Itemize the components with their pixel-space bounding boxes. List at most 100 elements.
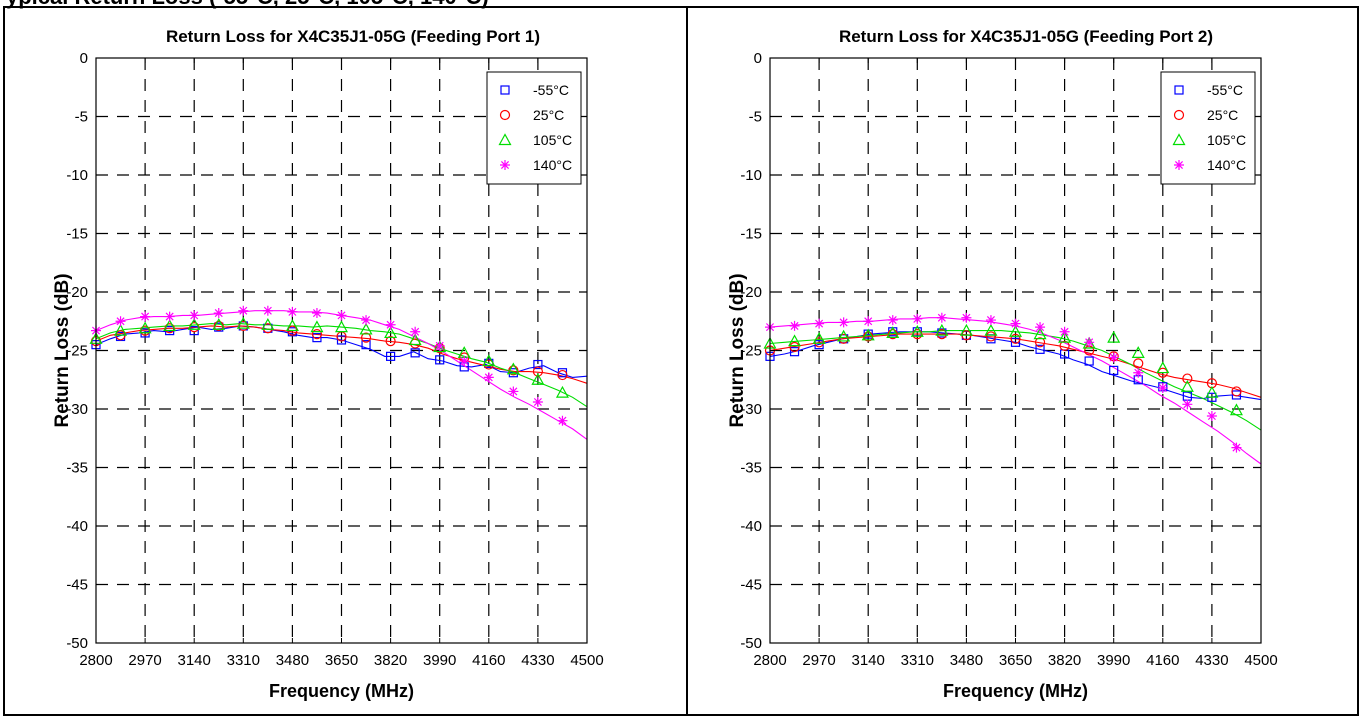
data-point (555, 385, 569, 398)
y-tick-label: -40 (740, 518, 762, 535)
legend-entry: 140°C (1207, 157, 1246, 173)
data-point (1059, 326, 1070, 337)
y-axis-label: Return Loss (dB) (727, 273, 748, 427)
data-point (1010, 337, 1021, 347)
data-point (236, 316, 250, 329)
data-point (1035, 344, 1045, 354)
data-point (863, 331, 874, 342)
data-point (959, 323, 973, 336)
x-tick-label: 4160 (472, 652, 505, 669)
y-tick-label: -25 (66, 343, 88, 360)
data-point (410, 348, 420, 358)
data-point (1082, 336, 1096, 349)
legend-marker (499, 109, 511, 121)
x-tick-label: 2800 (753, 652, 786, 669)
data-point (384, 326, 398, 339)
data-point (532, 396, 543, 407)
data-point (838, 317, 849, 328)
x-tick-label: 3310 (227, 652, 260, 669)
y-tick-label: -35 (740, 460, 762, 477)
data-point (506, 362, 520, 375)
data-point (115, 316, 126, 327)
x-tick-label: 3140 (852, 652, 885, 669)
x-tick-label: 4160 (1146, 652, 1179, 669)
data-point (814, 318, 825, 329)
x-tick-label: 3990 (1097, 652, 1130, 669)
data-point (508, 365, 519, 376)
x-axis-label: Frequency (MHz) (269, 681, 414, 701)
data-point (1008, 325, 1023, 337)
data-point (189, 326, 199, 336)
series-line (95, 323, 588, 408)
grid (770, 58, 1261, 643)
data-point (1107, 330, 1121, 343)
chart-port-2: 2800 2970 3140 3310 3480 3650 3820 3990 4160 4330… (727, 27, 1278, 701)
data-point (1010, 318, 1021, 329)
chart-port-1: 2800 2970 3140 3310 3480 3650 3820 3990 4160 4330… (52, 27, 604, 701)
legend-marker (1172, 133, 1186, 146)
legend-marker (500, 85, 510, 95)
data-point (1133, 367, 1144, 378)
data-point (1108, 352, 1119, 363)
chart-title: Return Loss for X4C35J1-05G (Feeding Por… (839, 27, 1213, 46)
data-point (336, 310, 347, 321)
legend-marker (1173, 109, 1185, 121)
legend: -55°C 25°C 105°C 140°C (1160, 71, 1256, 185)
data-point (287, 306, 298, 317)
data-point (262, 305, 273, 316)
data-point (311, 329, 323, 340)
data-point (213, 308, 224, 319)
legend-entry: 25°C (533, 107, 564, 123)
data-point (1084, 337, 1095, 348)
x-tick-label: 2970 (802, 652, 835, 669)
data-point (789, 347, 800, 357)
data-point (408, 333, 422, 346)
data-point (1035, 322, 1046, 333)
data-point (961, 312, 972, 323)
legend-marker (1174, 85, 1184, 95)
x-tick-label: 3310 (901, 652, 934, 669)
y-tick-label: -25 (740, 343, 762, 360)
legend-entry: 105°C (533, 132, 572, 148)
data-point (336, 335, 347, 345)
data-point (788, 334, 802, 347)
y-tick-label: -45 (66, 577, 88, 594)
data-point (557, 415, 568, 426)
data-point (985, 331, 997, 342)
data-point (334, 320, 349, 333)
data-point (385, 319, 396, 330)
legend-entry: -55°C (1207, 82, 1243, 98)
data-point (433, 340, 447, 353)
y-tick-label: -5 (75, 109, 88, 126)
series-markers (763, 323, 1243, 416)
data-point (482, 354, 496, 367)
data-point (459, 356, 470, 367)
data-point (1182, 399, 1193, 410)
page-top-strip: ypical Return Loss (-55°C, 25°C, 105°C, … (0, 0, 1366, 10)
data-point (1231, 386, 1242, 397)
data-point (1231, 390, 1242, 400)
data-point (910, 325, 924, 337)
data-point (812, 332, 826, 344)
x-tick-label: 4500 (570, 652, 603, 669)
x-tick-label: 2970 (128, 652, 161, 669)
data-point (1157, 382, 1168, 393)
y-tick-label: -5 (749, 109, 762, 126)
data-point (1229, 403, 1243, 416)
legend: -55°C 25°C 105°C 140°C (486, 71, 582, 185)
data-point (985, 315, 996, 326)
y-tick-label: 0 (754, 50, 762, 67)
legend-entry: -55°C (533, 82, 569, 98)
y-tick-label: -15 (740, 226, 762, 243)
data-point (1059, 340, 1070, 351)
data-point (789, 320, 800, 331)
data-point (935, 323, 949, 336)
data-point (531, 373, 545, 385)
legend-marker (1174, 160, 1184, 170)
x-tick-label: 3650 (999, 652, 1032, 669)
data-point (434, 340, 445, 351)
legend-entry: 25°C (1207, 107, 1238, 123)
data-point (1205, 385, 1219, 398)
y-tick-label: -30 (740, 401, 762, 418)
x-tick-label: 3480 (950, 652, 983, 669)
